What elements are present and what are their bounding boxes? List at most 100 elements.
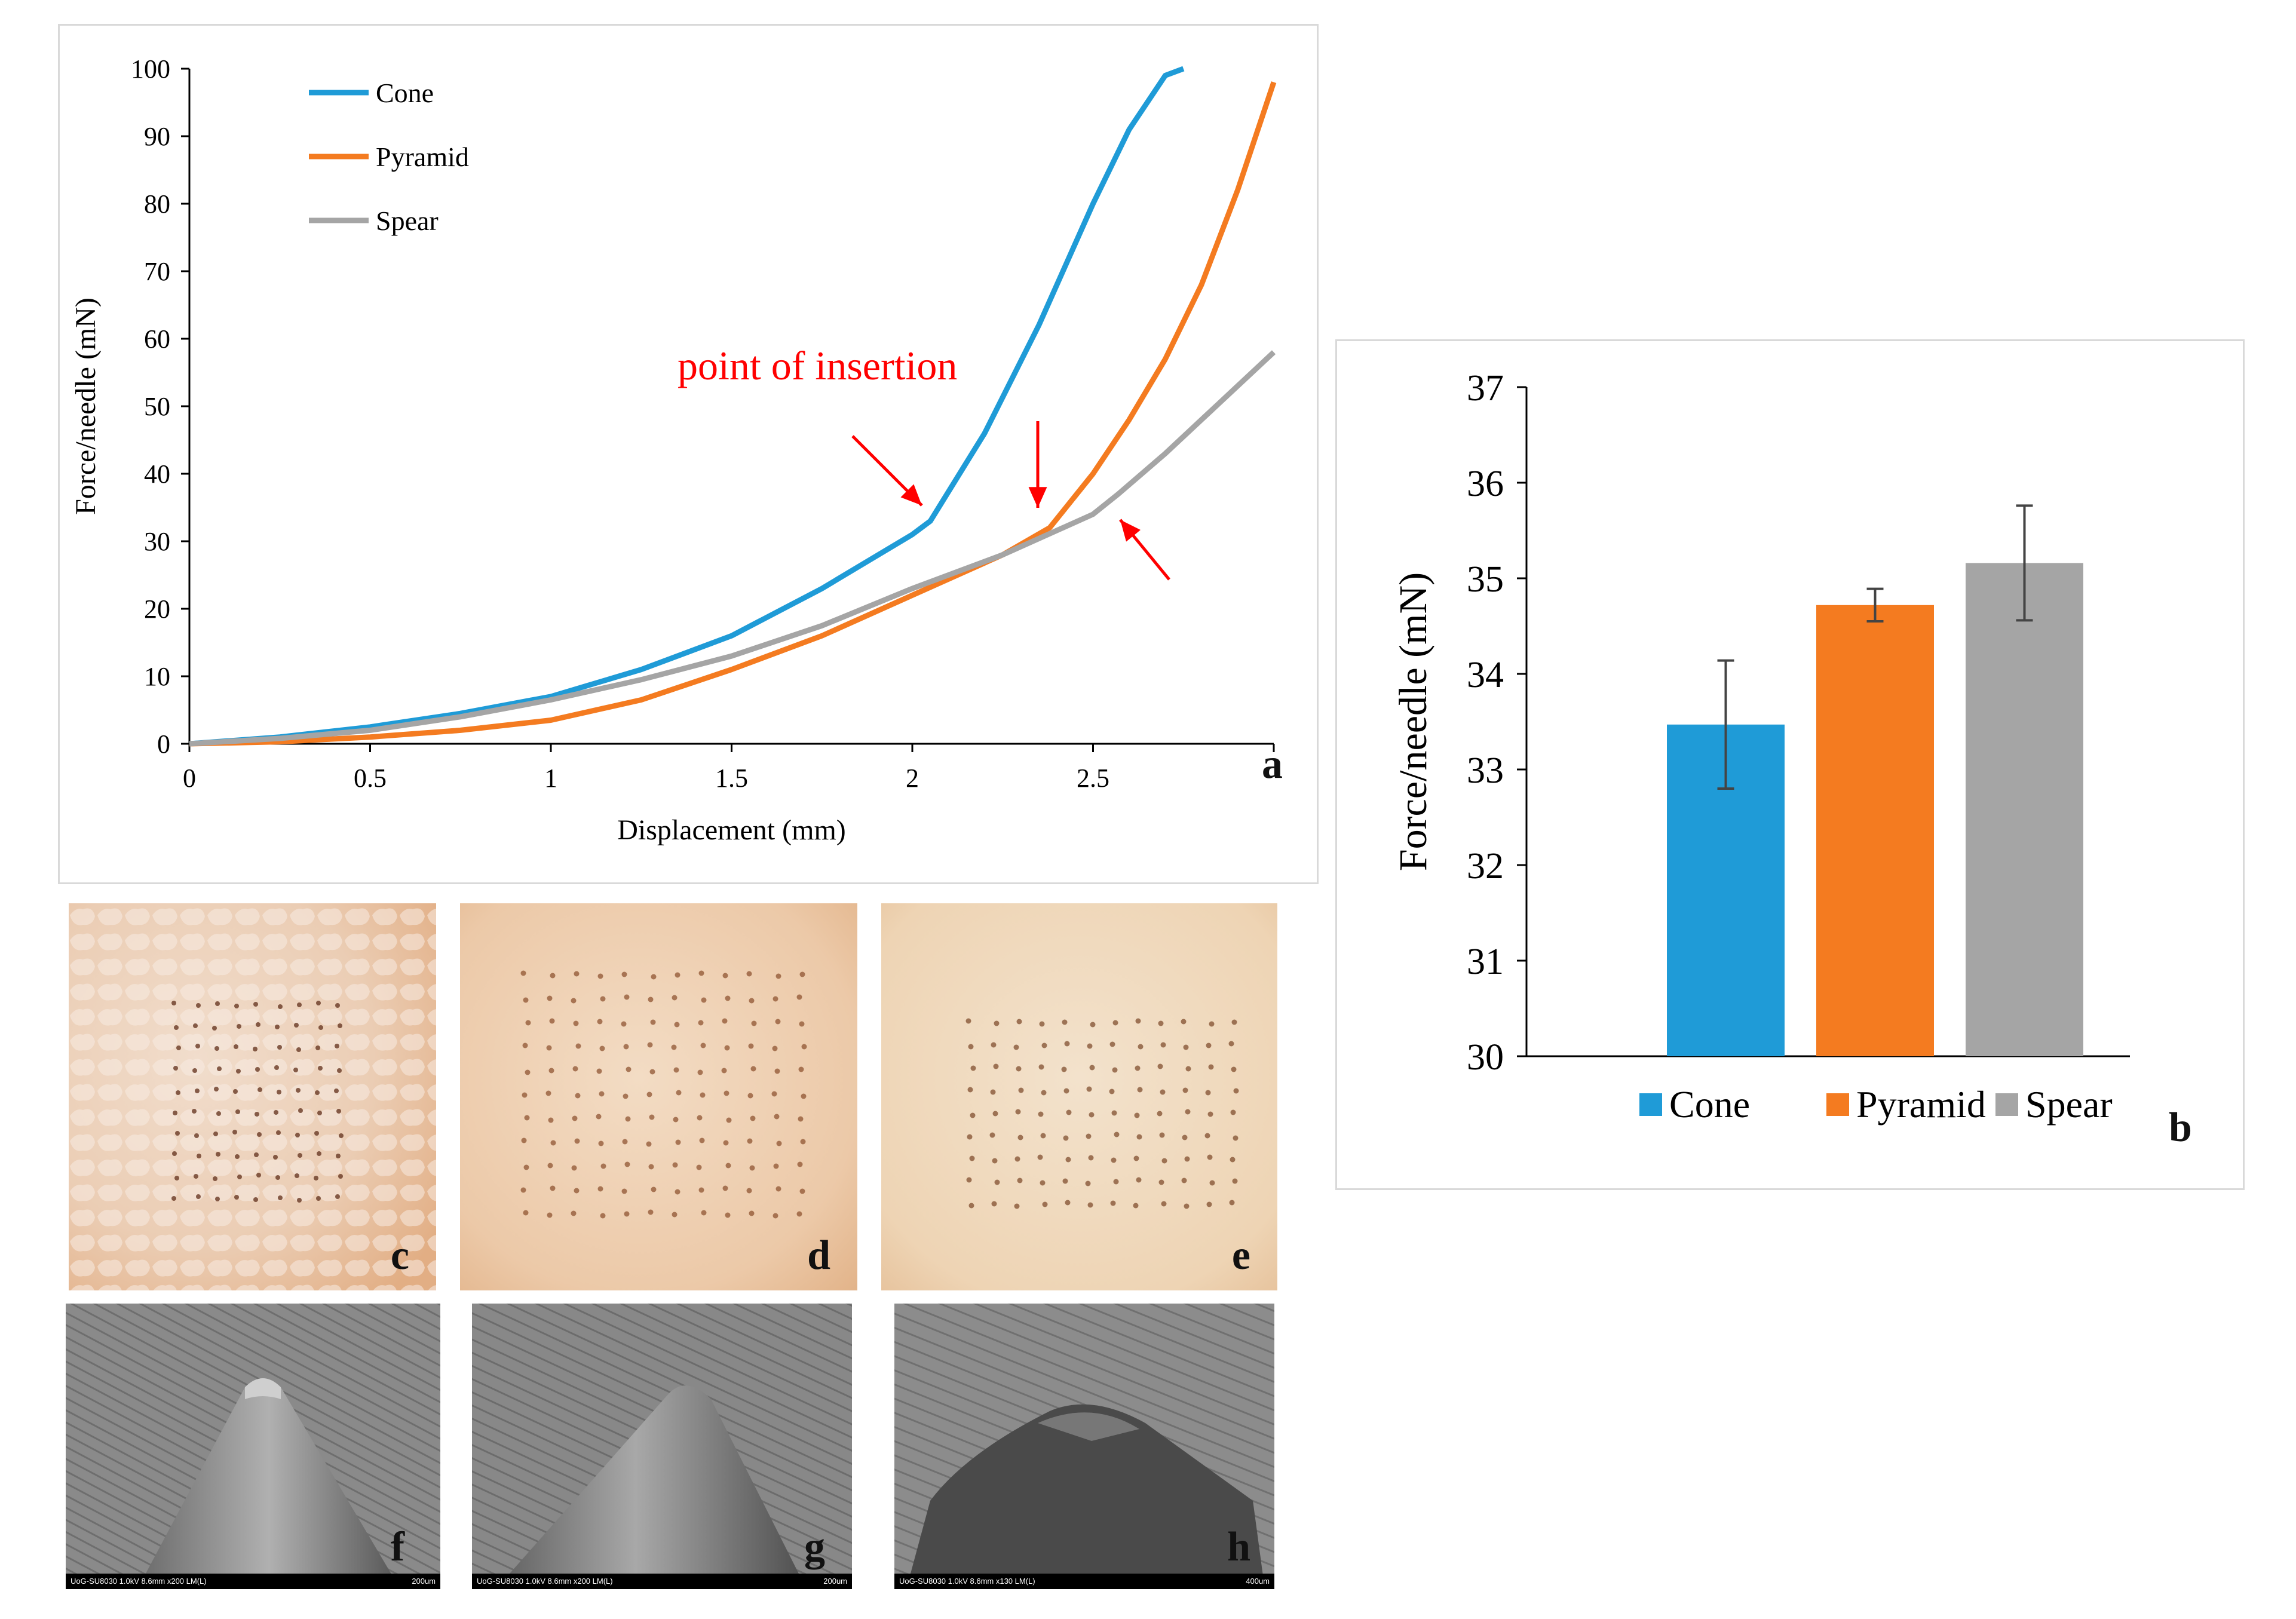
puncture-mark bbox=[545, 1090, 551, 1096]
puncture-mark bbox=[1087, 1202, 1093, 1208]
puncture-mark bbox=[597, 1019, 603, 1025]
puncture-mark bbox=[1206, 1042, 1212, 1048]
puncture-mark bbox=[747, 1138, 753, 1144]
x-tick-label-3: 1.5 bbox=[715, 763, 748, 793]
puncture-mark bbox=[574, 971, 580, 977]
puncture-mark bbox=[1133, 1155, 1139, 1161]
puncture-mark bbox=[600, 996, 606, 1002]
puncture-mark bbox=[318, 1025, 323, 1030]
puncture-mark bbox=[522, 1042, 528, 1048]
puncture-mark bbox=[726, 1117, 732, 1123]
puncture-mark bbox=[597, 973, 603, 979]
puncture-mark bbox=[572, 1066, 578, 1072]
skin-photo-e: e bbox=[881, 903, 1277, 1290]
puncture-mark bbox=[723, 1140, 729, 1146]
puncture-mark bbox=[725, 1212, 731, 1218]
puncture-mark bbox=[991, 1201, 997, 1207]
puncture-mark bbox=[994, 1179, 1000, 1185]
sem-needle-f bbox=[66, 1304, 440, 1589]
bar-spear bbox=[1966, 563, 2083, 1056]
puncture-mark bbox=[523, 997, 529, 1003]
puncture-mark bbox=[547, 1212, 553, 1218]
puncture-mark bbox=[651, 974, 657, 980]
puncture-mark bbox=[315, 1045, 320, 1050]
sem-image-g: g UoG-SU8030 1.0kV 8.6mm x200 LM(L) 200u… bbox=[472, 1304, 852, 1589]
puncture-mark bbox=[772, 1045, 778, 1051]
puncture-mark bbox=[574, 1188, 580, 1194]
puncture-mark bbox=[797, 1161, 803, 1167]
puncture-mark bbox=[293, 1068, 298, 1072]
sem-image-f: f UoG-SU8030 1.0kV 8.6mm x200 LM(L) 200u… bbox=[66, 1304, 440, 1589]
puncture-mark bbox=[273, 1155, 278, 1160]
sem-scale-f: 200um bbox=[412, 1577, 436, 1586]
puncture-mark bbox=[698, 1020, 704, 1026]
puncture-mark bbox=[296, 1047, 301, 1052]
puncture-mark bbox=[624, 1211, 630, 1217]
puncture-mark bbox=[1015, 1109, 1021, 1115]
puncture-mark bbox=[1158, 1020, 1164, 1026]
puncture-mark bbox=[721, 1068, 727, 1074]
puncture-mark bbox=[194, 1174, 198, 1179]
puncture-mark bbox=[216, 1152, 220, 1157]
puncture-mark bbox=[1133, 1203, 1139, 1209]
puncture-mark bbox=[1160, 1042, 1166, 1048]
skin-photo-d: d bbox=[460, 903, 857, 1290]
puncture-mark bbox=[1135, 1065, 1141, 1071]
puncture-mark bbox=[253, 1002, 258, 1007]
puncture-mark bbox=[799, 971, 805, 977]
puncture-mark bbox=[278, 1195, 283, 1200]
y-tick-label-6: 36 bbox=[1467, 464, 1504, 504]
puncture-mark bbox=[671, 1044, 677, 1050]
puncture-mark bbox=[1207, 1154, 1213, 1160]
puncture-mark bbox=[171, 1196, 176, 1201]
puncture-mark bbox=[334, 1088, 339, 1093]
puncture-mark bbox=[1040, 1180, 1046, 1186]
y-tick-label-3: 33 bbox=[1467, 750, 1504, 791]
puncture-mark bbox=[598, 1140, 604, 1146]
y-tick-label-10: 100 bbox=[131, 54, 170, 84]
puncture-mark bbox=[316, 1196, 321, 1201]
puncture-mark bbox=[295, 1133, 300, 1137]
puncture-mark bbox=[195, 1044, 200, 1048]
puncture-mark bbox=[990, 1089, 996, 1095]
puncture-mark bbox=[173, 1066, 178, 1071]
puncture-mark bbox=[237, 1175, 242, 1179]
puncture-mark bbox=[217, 1066, 222, 1071]
puncture-mark bbox=[318, 1066, 323, 1071]
puncture-mark bbox=[773, 996, 778, 1002]
puncture-mark bbox=[192, 1068, 197, 1073]
puncture-mark bbox=[546, 1045, 552, 1051]
puncture-mark bbox=[315, 1090, 320, 1095]
puncture-mark bbox=[969, 1155, 975, 1161]
insertion-arrowhead-2 bbox=[1028, 487, 1047, 508]
puncture-mark bbox=[521, 1137, 527, 1143]
puncture-mark bbox=[298, 1108, 303, 1113]
puncture-mark bbox=[215, 1001, 220, 1006]
puncture-mark bbox=[725, 995, 731, 1001]
puncture-mark bbox=[236, 1069, 241, 1074]
puncture-mark bbox=[1204, 1133, 1210, 1139]
skin-texture-e bbox=[881, 903, 1277, 1290]
puncture-mark bbox=[253, 1047, 258, 1051]
puncture-mark bbox=[596, 1068, 602, 1074]
y-tick-label-1: 31 bbox=[1467, 942, 1504, 982]
sem-scale-g: 200um bbox=[823, 1577, 847, 1586]
puncture-mark bbox=[317, 1151, 321, 1156]
puncture-mark bbox=[1114, 1132, 1120, 1137]
puncture-mark bbox=[1016, 1019, 1022, 1025]
puncture-mark bbox=[649, 1114, 655, 1120]
puncture-mark bbox=[697, 1115, 703, 1121]
sem-info-bar-g: UoG-SU8030 1.0kV 8.6mm x200 LM(L) 200um bbox=[472, 1574, 852, 1589]
puncture-mark bbox=[649, 1069, 655, 1075]
puncture-mark bbox=[1182, 1087, 1188, 1093]
skin-texture-c bbox=[69, 903, 436, 1290]
legend-label-cone: Cone bbox=[376, 78, 434, 108]
puncture-mark bbox=[524, 1115, 530, 1121]
puncture-mark bbox=[1063, 1088, 1069, 1094]
puncture-mark bbox=[748, 1043, 754, 1049]
puncture-mark bbox=[648, 1164, 654, 1170]
puncture-mark bbox=[256, 1173, 261, 1178]
puncture-mark bbox=[233, 1089, 238, 1094]
puncture-mark bbox=[297, 1198, 302, 1203]
puncture-mark bbox=[970, 1112, 976, 1118]
